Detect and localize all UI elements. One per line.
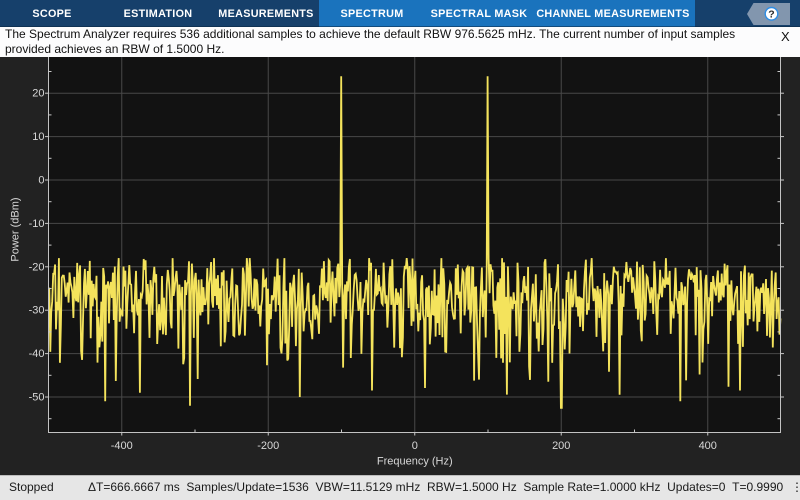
svg-text:-40: -40 bbox=[29, 348, 45, 360]
svg-text:400: 400 bbox=[699, 440, 717, 452]
svg-text:20: 20 bbox=[32, 88, 44, 100]
svg-text:-30: -30 bbox=[29, 305, 45, 317]
svg-text:Power (dBm): Power (dBm) bbox=[10, 197, 22, 261]
svg-text:10: 10 bbox=[32, 131, 44, 143]
svg-text:Frequency (Hz): Frequency (Hz) bbox=[377, 456, 453, 468]
svg-text:-10: -10 bbox=[29, 218, 45, 230]
svg-text:?: ? bbox=[768, 9, 774, 21]
svg-text:200: 200 bbox=[552, 440, 570, 452]
svg-text:-400: -400 bbox=[111, 440, 133, 452]
svg-text:-20: -20 bbox=[29, 261, 45, 273]
svg-text:-50: -50 bbox=[29, 392, 45, 404]
svg-text:0: 0 bbox=[38, 175, 44, 187]
svg-text:-200: -200 bbox=[257, 440, 279, 452]
svg-text:0: 0 bbox=[412, 440, 418, 452]
